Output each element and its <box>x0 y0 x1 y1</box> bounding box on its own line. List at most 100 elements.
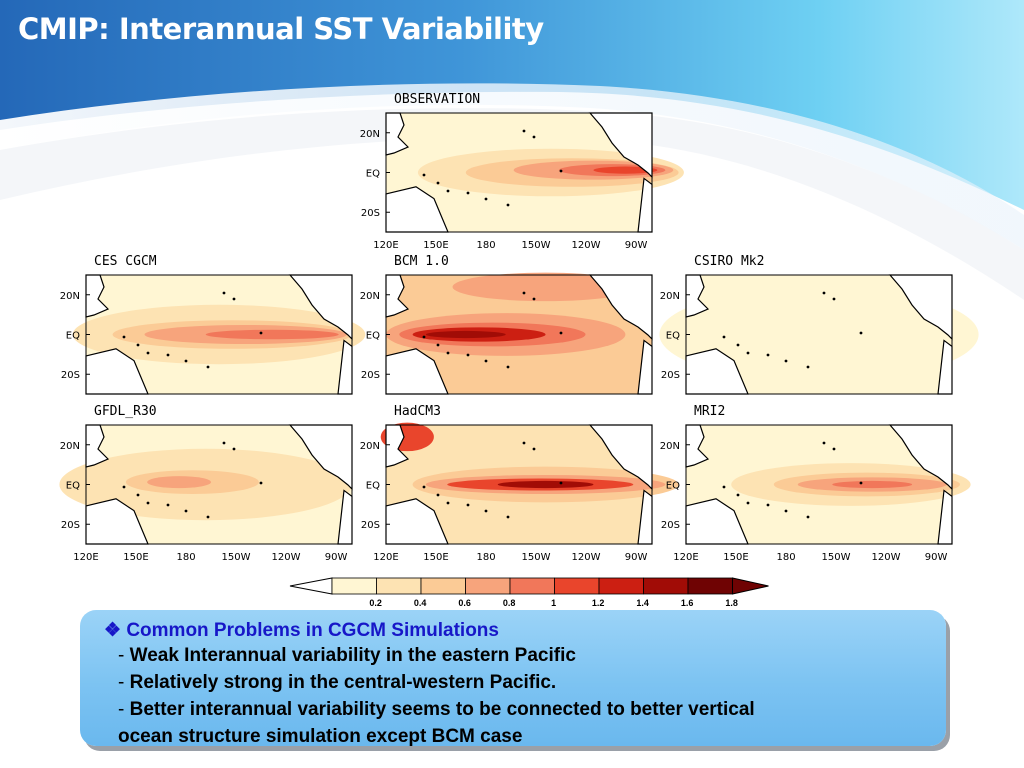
lon-tick-label: 180 <box>176 552 195 563</box>
lat-tick-label: 20S <box>361 520 380 531</box>
colorbar-swatch <box>509 577 555 595</box>
lon-tick-label: 150W <box>522 240 551 251</box>
notes-heading: ❖ Common Problems in CGCM Simulations <box>104 619 499 642</box>
lat-tick-label: 20S <box>61 520 80 531</box>
lat-tick-label: EQ <box>66 331 80 342</box>
colorbar-low-arrow <box>289 577 333 595</box>
asia-coast <box>685 424 710 468</box>
asia-coast <box>385 112 410 156</box>
map-panel-csiro: CSIRO Mk2 20N EQ 20S <box>659 254 979 395</box>
diamond-bullet-icon: ❖ <box>104 620 122 641</box>
lon-tick-label: 180 <box>476 552 495 563</box>
notes-heading-text: Common Problems in CGCM Simulations <box>126 620 499 641</box>
notes-item-text: Weak Interannual variability in the east… <box>129 645 576 666</box>
asia-coast <box>685 274 710 318</box>
notes-dash: - <box>118 672 125 693</box>
map-panel-ces-cgcm: CES CGCM 20N EQ 20S <box>60 254 366 395</box>
notes-box <box>80 610 946 746</box>
slide-title: CMIP: Interannual SST Variability <box>18 12 544 46</box>
land-masses <box>85 274 353 395</box>
map-panel-observation: OBSERVATION 20N EQ 20S 120E 150E 180 150W 120W 90… <box>360 92 684 251</box>
map-panel-gfdl: GFDL_R30 20N EQ 20S 120E 150E 180 150W 120W 90W <box>59 404 353 563</box>
sst-contours <box>659 286 979 383</box>
lat-tick-label: EQ <box>66 481 80 492</box>
lat-tick-label: EQ <box>366 331 380 342</box>
lon-tick-label: 90W <box>625 240 648 251</box>
lat-tick-label: 20N <box>60 291 80 302</box>
asia-coast <box>385 274 410 318</box>
colorbar-label: 1 <box>551 598 556 608</box>
colorbar-label: 1.8 <box>725 598 738 608</box>
lon-tick-label: 120W <box>872 552 901 563</box>
notes-dash: - <box>118 645 125 666</box>
lat-tick-label: 20S <box>661 370 680 381</box>
lon-tick-label: 150E <box>423 240 448 251</box>
land-masses <box>385 424 653 545</box>
lat-tick-label: EQ <box>366 169 380 180</box>
lon-tick-label: 180 <box>776 552 795 563</box>
colorbar-swatch <box>687 577 733 595</box>
lat-tick-label: EQ <box>366 481 380 492</box>
lon-tick-label: 150W <box>822 552 851 563</box>
lat-tick-label: EQ <box>666 331 680 342</box>
land-masses <box>385 274 653 395</box>
lon-tick-label: 90W <box>625 552 648 563</box>
panel-title: CSIRO Mk2 <box>694 254 764 269</box>
sst-contours <box>731 463 971 506</box>
land-masses <box>685 424 953 545</box>
colorbar-label: 1.2 <box>592 598 605 608</box>
colorbar-swatch <box>598 577 644 595</box>
lon-tick-label: 120W <box>572 552 601 563</box>
colorbar-swatch <box>420 577 466 595</box>
lon-tick-label: 120E <box>673 552 698 563</box>
lon-tick-label: 90W <box>325 552 348 563</box>
lon-tick-label: 180 <box>476 240 495 251</box>
lat-tick-label: 20N <box>360 129 380 140</box>
land-masses <box>685 274 953 395</box>
lon-tick-label: 120E <box>373 552 398 563</box>
map-panel-bcm: BCM 1.0 20N EQ 20S <box>360 254 653 395</box>
colorbar: 0.2 0.4 0.6 0.8 1 1.2 1.4 1.6 1.8 <box>289 577 769 608</box>
colorbar-high-arrow <box>731 577 769 595</box>
sst-contours <box>417 148 684 197</box>
panel-title: HadCM3 <box>394 404 441 419</box>
lat-tick-label: 20S <box>361 208 380 219</box>
colorbar-swatch <box>465 577 511 595</box>
colorbar-label: 0.8 <box>503 598 516 608</box>
panel-title: MRI2 <box>694 404 725 419</box>
notes-item-1: - Weak Interannual variability in the ea… <box>118 645 576 667</box>
lon-tick-label: 120E <box>73 552 98 563</box>
lon-tick-label: 150E <box>723 552 748 563</box>
lon-tick-label: 150W <box>522 552 551 563</box>
colorbar-label: 0.6 <box>458 598 471 608</box>
lon-tick-label: 120W <box>272 552 301 563</box>
lon-tick-label: 120W <box>572 240 601 251</box>
lon-tick-label: 120E <box>373 240 398 251</box>
panel-title: OBSERVATION <box>394 92 480 107</box>
notes-item-text: Better interannual variability seems to … <box>129 699 755 720</box>
lon-tick-label: 150W <box>222 552 251 563</box>
asia-coast <box>85 274 110 318</box>
colorbar-swatch <box>554 577 600 595</box>
lon-tick-label: 150E <box>123 552 148 563</box>
colorbar-swatch <box>331 577 377 595</box>
lat-tick-label: 20N <box>360 291 380 302</box>
colorbar-label: 0.4 <box>414 598 427 608</box>
lat-tick-label: 20N <box>60 441 80 452</box>
colorbar-swatch <box>643 577 689 595</box>
notes-item-2: - Relatively strong in the central-weste… <box>118 672 556 694</box>
notes-dash: - <box>118 699 125 720</box>
lat-tick-label: 20N <box>360 441 380 452</box>
notes-item-3: - Better interannual variability seems t… <box>118 699 755 721</box>
notes-item-3-continuation: ocean structure simulation except BCM ca… <box>118 726 523 747</box>
lat-tick-label: 20N <box>660 291 680 302</box>
lat-tick-label: 20S <box>361 370 380 381</box>
colorbar-label: 0.2 <box>369 598 382 608</box>
land-masses <box>85 424 353 545</box>
asia-coast <box>85 424 110 468</box>
lat-tick-label: 20N <box>660 441 680 452</box>
map-panel-hadcm3: HadCM3 20N EQ 20S 120E 150E 180 150W 120W 90W <box>360 404 679 563</box>
panel-title: BCM 1.0 <box>394 254 449 269</box>
sst-contours <box>59 448 352 521</box>
